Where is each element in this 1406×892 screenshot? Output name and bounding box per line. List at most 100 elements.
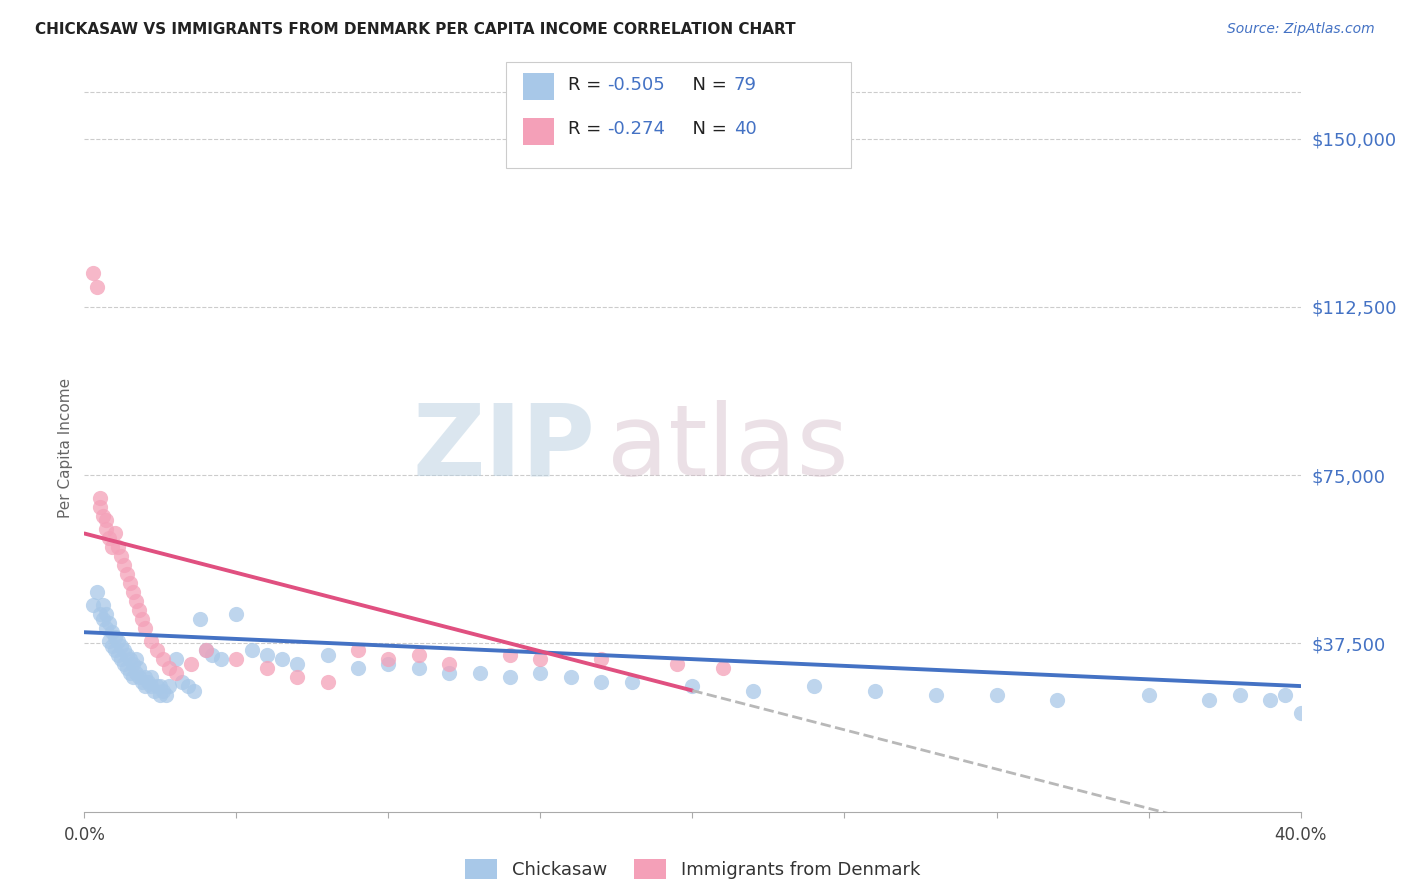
Point xyxy=(256,661,278,675)
Point xyxy=(122,670,145,684)
Point xyxy=(107,648,129,662)
Point xyxy=(112,643,135,657)
Point xyxy=(136,674,159,689)
Point xyxy=(146,643,169,657)
Point xyxy=(183,683,205,698)
Point xyxy=(118,575,141,590)
Point xyxy=(1229,688,1251,702)
Point xyxy=(128,603,150,617)
Text: -0.274: -0.274 xyxy=(607,120,665,138)
Point xyxy=(285,670,308,684)
Point xyxy=(316,648,339,662)
Point xyxy=(666,657,689,671)
Text: N =: N = xyxy=(681,76,733,94)
Point xyxy=(225,652,247,666)
Point xyxy=(529,665,551,680)
Text: 40: 40 xyxy=(734,120,756,138)
Point xyxy=(125,665,148,680)
Point xyxy=(591,674,613,689)
Point xyxy=(91,599,114,613)
Point xyxy=(131,674,153,689)
Point xyxy=(122,657,145,671)
Point xyxy=(408,648,430,662)
Point xyxy=(803,679,825,693)
Point xyxy=(152,683,174,698)
Point xyxy=(209,652,232,666)
Point xyxy=(159,679,181,693)
Text: R =: R = xyxy=(568,120,607,138)
Point xyxy=(408,661,430,675)
Point xyxy=(82,266,104,280)
Point xyxy=(100,540,122,554)
Point xyxy=(112,558,135,572)
Point xyxy=(468,665,491,680)
Point xyxy=(122,584,145,599)
Point xyxy=(143,683,166,698)
Point xyxy=(986,688,1008,702)
Point xyxy=(141,679,163,693)
Point xyxy=(347,643,370,657)
Text: CHICKASAW VS IMMIGRANTS FROM DENMARK PER CAPITA INCOME CORRELATION CHART: CHICKASAW VS IMMIGRANTS FROM DENMARK PER… xyxy=(35,22,796,37)
Point xyxy=(188,612,211,626)
Point xyxy=(141,634,163,648)
Point xyxy=(125,594,148,608)
Point xyxy=(115,661,138,675)
Point xyxy=(110,639,132,653)
Point xyxy=(86,279,108,293)
Point xyxy=(89,500,111,514)
Point xyxy=(377,657,399,671)
Point xyxy=(97,616,120,631)
Point xyxy=(146,679,169,693)
Point xyxy=(141,670,163,684)
Point xyxy=(159,661,181,675)
Point xyxy=(170,674,193,689)
Point xyxy=(118,652,141,666)
Point xyxy=(115,566,138,581)
Point xyxy=(149,679,172,693)
Point xyxy=(620,674,643,689)
Point xyxy=(128,670,150,684)
Point xyxy=(925,688,948,702)
Point xyxy=(225,607,247,622)
Text: N =: N = xyxy=(681,120,733,138)
Point xyxy=(107,634,129,648)
Point xyxy=(560,670,582,684)
Point xyxy=(94,607,117,622)
Point xyxy=(256,648,278,662)
Point xyxy=(155,688,177,702)
Point xyxy=(89,491,111,505)
Point xyxy=(104,526,127,541)
Point xyxy=(347,661,370,675)
Point xyxy=(94,522,117,536)
Point xyxy=(125,652,148,666)
Point xyxy=(118,665,141,680)
Point xyxy=(165,652,187,666)
Point xyxy=(149,688,172,702)
Point xyxy=(1289,706,1312,720)
Point xyxy=(271,652,294,666)
Point xyxy=(91,508,114,523)
Point xyxy=(128,661,150,675)
Text: R =: R = xyxy=(568,76,607,94)
Point xyxy=(1258,692,1281,706)
Point xyxy=(112,657,135,671)
Point xyxy=(1046,692,1069,706)
Point xyxy=(439,657,461,671)
Point xyxy=(682,679,704,693)
Point xyxy=(115,648,138,662)
Point xyxy=(89,607,111,622)
Point xyxy=(100,639,122,653)
Text: Source: ZipAtlas.com: Source: ZipAtlas.com xyxy=(1227,22,1375,37)
Point xyxy=(863,683,886,698)
Point xyxy=(104,630,127,644)
Point xyxy=(134,621,156,635)
Point xyxy=(100,625,122,640)
Text: 79: 79 xyxy=(734,76,756,94)
Point xyxy=(94,621,117,635)
Point xyxy=(110,549,132,563)
Legend: Chickasaw, Immigrants from Denmark: Chickasaw, Immigrants from Denmark xyxy=(457,852,928,887)
Point xyxy=(499,670,522,684)
Point xyxy=(195,643,218,657)
Point xyxy=(107,540,129,554)
Point xyxy=(180,657,202,671)
